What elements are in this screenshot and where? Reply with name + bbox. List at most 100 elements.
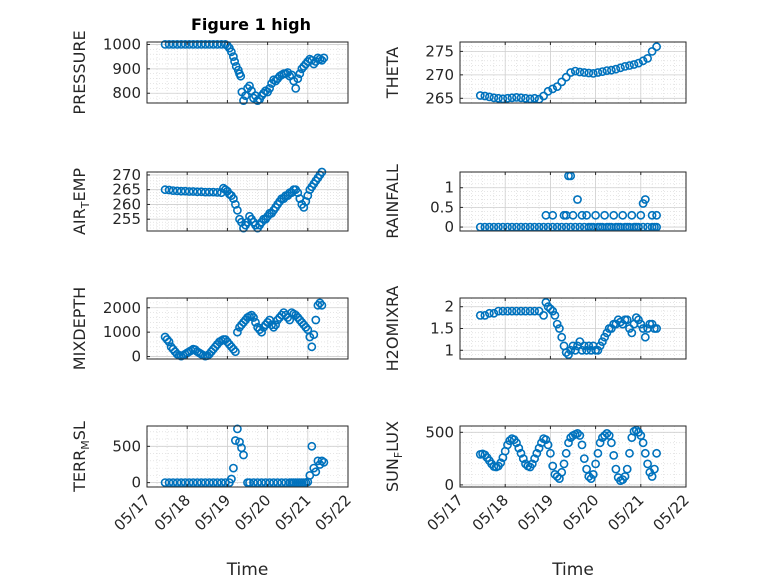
- subplot-2-data-point: [484, 92, 494, 102]
- subplot-4-data-point: [568, 210, 578, 220]
- subplot-8-data-point: [532, 448, 542, 458]
- subplot-2-y-tick-label: 275: [425, 42, 454, 60]
- subplot-4-data-point: [640, 195, 650, 204]
- subplot-4-data-point: [627, 210, 637, 220]
- figure-title: Figure 1 high: [191, 15, 311, 34]
- subplot-6-data-point: [568, 341, 578, 351]
- subplot-2-data-point: [638, 56, 648, 66]
- subplot-5-data-point: [232, 327, 242, 337]
- subplot-7-y-tick-label: 0: [131, 474, 141, 492]
- subplot-8-data-point: [527, 459, 537, 469]
- subplot-8-data-point: [588, 469, 598, 479]
- subplot-8-x-tick-label: 05/20: [559, 491, 602, 534]
- subplot-1-data-point: [184, 40, 194, 49]
- subplot-6-data-point: [579, 341, 589, 351]
- subplot-7-data-point: [249, 478, 258, 487]
- subplot-2-data-point: [498, 94, 508, 104]
- subplot-3-axes-box: [146, 171, 349, 232]
- subplot-6-data-point: [652, 324, 661, 333]
- subplot-2-data-point: [503, 93, 512, 103]
- subplot-2-data-point: [593, 68, 603, 77]
- subplot-8-x-axis-label: Time: [551, 560, 594, 580]
- subplot-2-data-point: [521, 93, 530, 103]
- subplot-8-data-point: [516, 448, 526, 458]
- subplot-6-y-tick-label: 1: [444, 341, 454, 359]
- subplot-8-data-point: [546, 448, 555, 458]
- subplot-8-data-point: [593, 448, 603, 458]
- subplot-7-data-point: [319, 457, 329, 467]
- subplot-5-data-point: [311, 315, 321, 325]
- subplot-1-data-point: [204, 40, 214, 49]
- subplot-1-data-point: [259, 88, 268, 98]
- subplot-4-y-tick-label: 0: [444, 218, 454, 236]
- subplot-8-data-point: [640, 448, 650, 458]
- subplot-8-y-tick-label: 0: [444, 476, 454, 494]
- subplot-7-x-tick-label: 05/18: [151, 491, 194, 534]
- subplot-7-data-point: [188, 478, 198, 487]
- subplot-6-data-point: [484, 308, 494, 318]
- subplot-5-data-point: [271, 320, 280, 330]
- subplot-1-y-tick-label: 800: [112, 84, 141, 102]
- subplot-1-data-point: [216, 40, 226, 49]
- subplot-2-data-point: [629, 60, 639, 69]
- subplot-7-data-point: [269, 478, 278, 487]
- subplot-7-x-tick-label: 05/19: [191, 491, 234, 534]
- subplot-1-data-point: [192, 40, 202, 49]
- subplot-7-data-point: [172, 478, 182, 487]
- subplot-2-data-point: [539, 91, 548, 101]
- subplot-4-data-point: [582, 210, 591, 220]
- subplot-8-data-point: [564, 438, 573, 448]
- subplot-8-data-point: [586, 474, 596, 483]
- subplot-1-data-point: [212, 40, 222, 49]
- subplot-7-x-tick-label: 05/17: [111, 491, 154, 534]
- subplot-2-data-point: [530, 93, 539, 103]
- subplot-7-data-point: [208, 478, 218, 487]
- subplot-6-data-point: [631, 313, 641, 322]
- subplot-4-y-tick-label: 0.5: [430, 198, 454, 216]
- subplot-7-x-axis-label: Time: [226, 560, 269, 580]
- subplot-6-data-point: [541, 297, 551, 307]
- subplot-3-data-point: [180, 186, 190, 196]
- subplot-8-y-axis-label: SUNFLUX: [383, 421, 405, 492]
- subplot-6-data-point: [475, 310, 485, 320]
- subplot-6-data-point: [493, 306, 503, 316]
- subplot-5-data-point: [230, 347, 240, 357]
- subplot-7-axes-box: [146, 425, 349, 488]
- subplot-8-x-tick-label: 05/18: [469, 491, 512, 534]
- subplot-6-data-point: [507, 306, 517, 316]
- subplot-7-data-point: [204, 478, 214, 487]
- subplot-6-data-point: [561, 348, 571, 357]
- subplot-3-data-point: [188, 187, 198, 196]
- subplot-8-data-point: [622, 464, 632, 474]
- subplot-2-data-point: [566, 68, 576, 77]
- subplot-1-data-point: [291, 84, 301, 93]
- subplot-2-data-point: [516, 93, 526, 103]
- subplot-8-data-point: [575, 431, 585, 440]
- subplot-8-data-point: [631, 425, 641, 435]
- subplot-6-data-point: [647, 319, 657, 329]
- subplot-7-data-point: [239, 450, 248, 460]
- subplot-4-data-point: [652, 210, 661, 220]
- subplot-1-data-point: [245, 81, 254, 91]
- subplot-4-data-point: [618, 210, 628, 220]
- subplot-6-data-point: [521, 306, 530, 316]
- subplot-1-data-point: [319, 53, 329, 63]
- subplot-6-data-point: [555, 324, 564, 333]
- subplot-5-data-point: [257, 327, 266, 337]
- subplot-3-data-point: [168, 186, 178, 195]
- subplot-3-y-tick-label: 255: [112, 210, 141, 228]
- subplot-1-data-point: [228, 52, 238, 61]
- subplot-6-data-point: [480, 310, 490, 320]
- subplot-1-data-point: [176, 40, 186, 49]
- subplot-8-data-point: [607, 438, 616, 448]
- subplot-6-data-point: [512, 306, 521, 316]
- subplot-8-data-point: [541, 435, 551, 445]
- subplot-6-data-point: [600, 332, 609, 342]
- subplot-3-data-point: [212, 187, 222, 197]
- subplot-2-data-point: [489, 93, 499, 103]
- subplot-1-data-point: [196, 40, 206, 49]
- subplot-3-data-point: [196, 187, 206, 197]
- subplot-6-data-point: [548, 306, 558, 316]
- subplot-8-data-point: [609, 450, 619, 460]
